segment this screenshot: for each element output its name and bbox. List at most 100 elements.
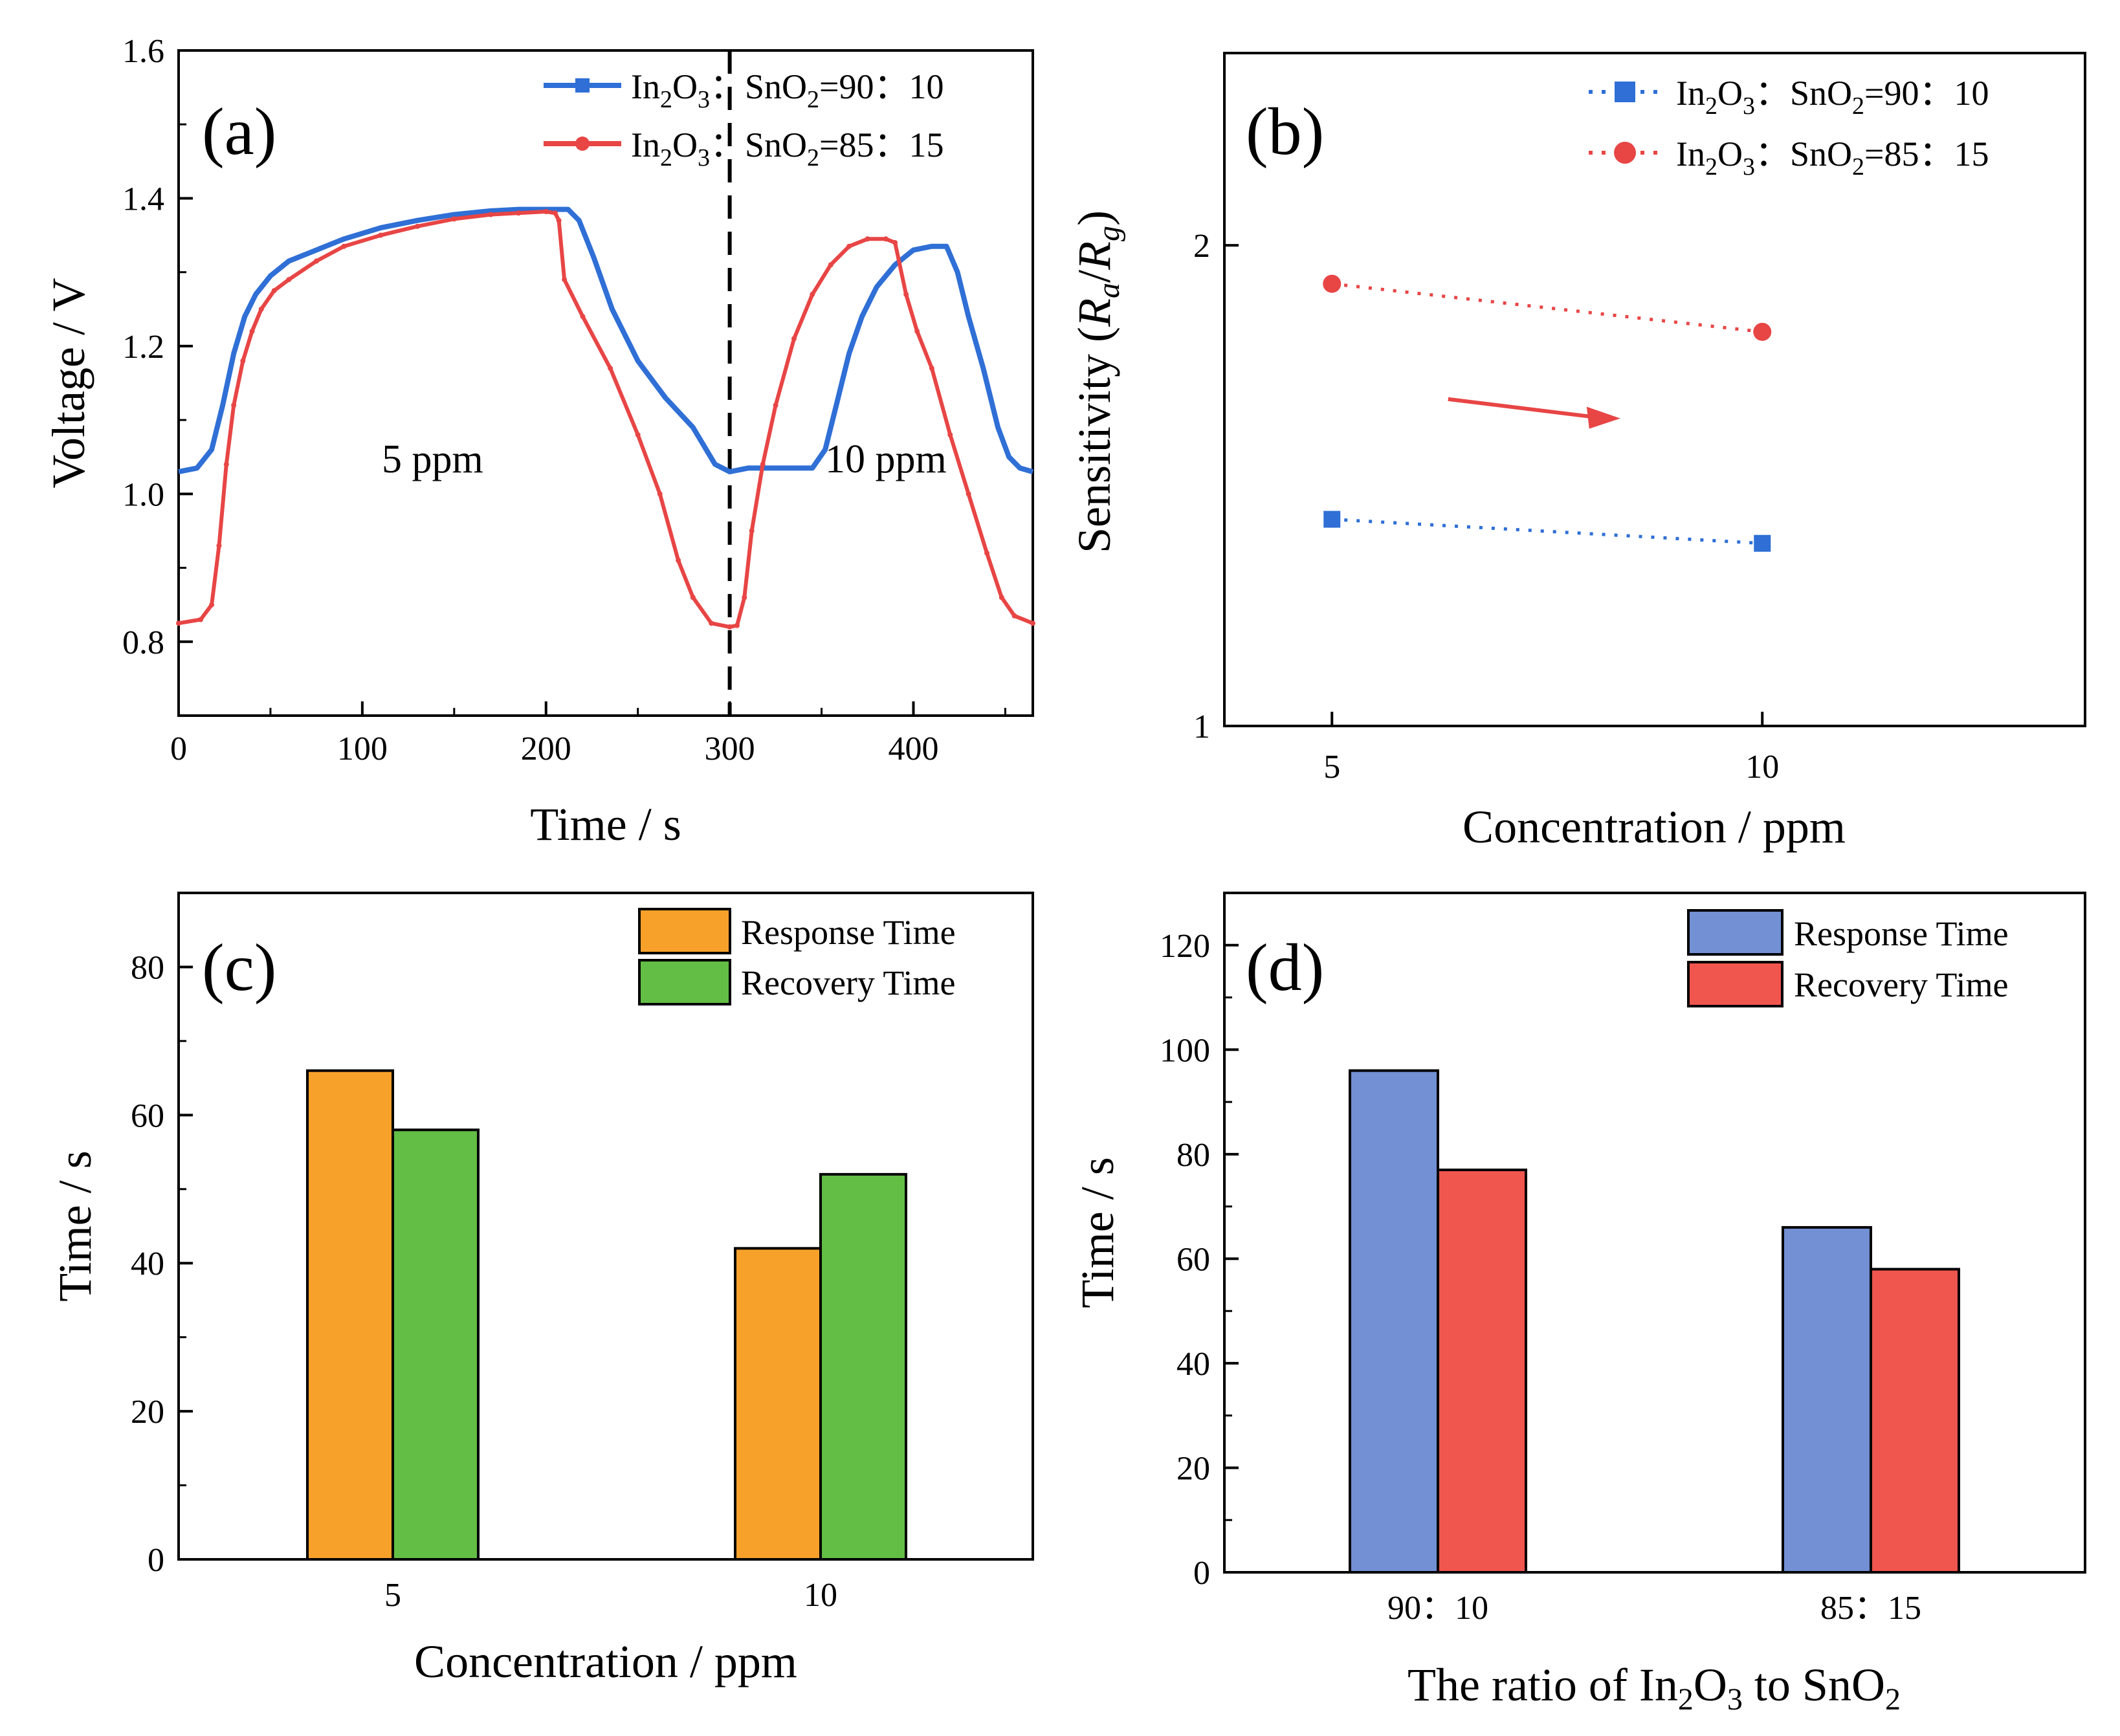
panel-b-legend-text-red: In2O3：SnO2=85：15: [1676, 135, 1989, 181]
panel-c-y-axis-label: Time / s: [49, 1150, 101, 1301]
panel-d-bar-recovery: [1437, 1169, 1527, 1574]
panel-a-legend: In2O3：SnO2=90：10 In2O3：SnO2=85：15: [544, 67, 944, 171]
panel-c-label: (c): [202, 930, 276, 1005]
panel-a-legend-marker-blue: [575, 78, 590, 93]
panel-a-x-axis-label: Time / s: [530, 798, 681, 850]
panel-d-legend-swatch-response: [1687, 909, 1783, 956]
panel-c-legend-text-recovery: Recovery Time: [741, 963, 956, 1002]
panel-a-data-point-red: [892, 239, 898, 245]
panel-d-bar-response: [1349, 1069, 1439, 1574]
panel-a-data-point-red: [415, 223, 421, 229]
panel-d-y-tick-label: 100: [1160, 1032, 1210, 1069]
panel-b-legend-marker-red: [1614, 142, 1636, 164]
panel-b-arrow-shaft: [1448, 397, 1595, 419]
panel-b-x-axis-label: Concentration / ppm: [1463, 801, 1846, 853]
panel-a-data-point-red: [709, 621, 714, 626]
panel-a-data-point-red: [240, 358, 246, 364]
panel-a-data-point-red: [176, 621, 181, 626]
panel-d-y-tick-label: 120: [1160, 928, 1210, 965]
panel-a-data-point-red: [1030, 621, 1035, 626]
panel-d-x-tick-label: 85：15: [1820, 1590, 1921, 1627]
panel-c-legend-text-response: Response Time: [741, 913, 956, 952]
panel-a-data-point-red: [341, 243, 347, 249]
panel-a-data-point-red: [635, 432, 641, 437]
panel-d-label: (d): [1246, 930, 1324, 1005]
panel-a-data-point-red: [810, 291, 815, 297]
panel-b-legend-marker-blue: [1615, 82, 1635, 102]
panel-c-x-tick-label: 10: [804, 1577, 837, 1614]
panel-b-legend-text-blue: In2O3：SnO2=90：10: [1676, 74, 1989, 120]
panel-a-data-point-red: [903, 291, 909, 297]
panel-a-data-point-red: [258, 306, 264, 312]
panel-a-data-point-red: [760, 461, 766, 467]
panel-a-data-point-red: [773, 402, 778, 408]
panel-d-x-tick-label: 90：10: [1387, 1590, 1488, 1627]
panel-a-data-point-red: [516, 210, 522, 216]
panel-b-scatter-chart: 5 10 1 2 (b) Concentration / ppm Sensitivit…: [1068, 52, 2086, 853]
panel-a-label: (a): [202, 94, 276, 169]
panel-c-x-tick-label: 5: [384, 1577, 401, 1614]
panel-a-data-point-red: [727, 624, 733, 630]
panel-a-data-point-red: [749, 528, 755, 534]
panel-a-x-tick-label: 0: [170, 731, 187, 767]
panel-a-series-line-red: [178, 210, 1034, 629]
panel-b-label: (b): [1246, 94, 1324, 169]
panel-a-data-point-red: [734, 622, 740, 628]
panel-c-y-tick-label: 40: [131, 1246, 164, 1282]
panel-d-y-tick-label: 0: [1193, 1555, 1210, 1592]
panel-b-legend: In2O3：SnO2=90：10 In2O3：SnO2=85：15: [1589, 74, 1989, 181]
panel-c-bar-recovery: [392, 1128, 480, 1561]
panel-b-y-tick-label: 2: [1193, 228, 1210, 265]
panel-b-data-point-blue: [1323, 511, 1341, 528]
panel-a-y-tick-label: 1.2: [122, 329, 164, 366]
panel-b-series-line-red: [1331, 282, 1763, 334]
panel-a-x-tick-label: 200: [521, 731, 571, 767]
panel-c-frame: [177, 892, 1034, 1561]
panel-c-y-tick-label: 0: [148, 1542, 164, 1579]
panel-a-data-point-red: [209, 602, 215, 608]
panel-c-legend-swatch-response: [638, 908, 731, 954]
panel-a-y-axis-label: Voltage / V: [43, 278, 94, 488]
panel-c-bar-response: [734, 1247, 822, 1561]
panel-c-legend: Response Time Recovery Time: [638, 908, 956, 1005]
panel-b-x-tick-label: 10: [1745, 749, 1779, 786]
panel-a-y-tick-label: 1.4: [122, 181, 164, 217]
panel-a-data-point-red: [552, 210, 558, 216]
panel-b-frame: [1223, 52, 2086, 727]
panel-c-legend-swatch-recovery: [638, 959, 731, 1005]
panel-d-bar-recovery: [1870, 1268, 1960, 1574]
panel-a-annotation-10ppm: 10 ppm: [825, 437, 947, 481]
panel-a-data-point-red: [249, 329, 255, 335]
panel-a-data-point-red: [608, 366, 613, 371]
panel-d-bar-response: [1782, 1225, 1872, 1574]
panel-a-data-point-red: [451, 216, 457, 222]
panel-c-bar-response: [306, 1069, 394, 1561]
panel-a-data-point-red: [929, 366, 934, 371]
panel-d-y-axis-label: Time / s: [1072, 1157, 1123, 1308]
panel-a-y-tick-label: 1.0: [122, 476, 164, 513]
panel-a-data-point-red: [313, 258, 319, 264]
panel-a-data-point-red: [966, 491, 971, 497]
panel-a-legend-text-red: In2O3：SnO2=85：15: [631, 126, 944, 171]
panel-d-legend-swatch-recovery: [1687, 961, 1783, 1007]
panel-b-data-point-blue: [1754, 534, 1771, 552]
panel-b-data-point-red: [1323, 274, 1342, 293]
panel-d-y-tick-label: 60: [1176, 1241, 1210, 1278]
panel-a-x-tick-label: 300: [705, 731, 755, 767]
panel-a-data-point-red: [556, 217, 562, 223]
panel-a-legend-marker-red: [575, 137, 590, 151]
panel-a-data-point-red: [1011, 613, 1017, 619]
panel-c-x-axis-label: Concentration / ppm: [414, 1636, 797, 1687]
panel-d-legend-text-response: Response Time: [1794, 914, 2009, 953]
panel-c-bar-recovery: [819, 1172, 907, 1561]
panel-a-data-point-red: [223, 461, 229, 467]
panel-a-data-point-red: [865, 236, 870, 242]
panel-a-data-point-red: [271, 288, 277, 294]
panel-d-legend-text-recovery: Recovery Time: [1794, 965, 2009, 1004]
panel-a-data-point-red: [543, 209, 549, 215]
panel-a-data-point-red: [690, 595, 696, 600]
panel-a-data-point-red: [742, 595, 747, 600]
panel-a-frame: [177, 49, 1034, 717]
panel-d-y-tick-label: 80: [1176, 1137, 1210, 1174]
